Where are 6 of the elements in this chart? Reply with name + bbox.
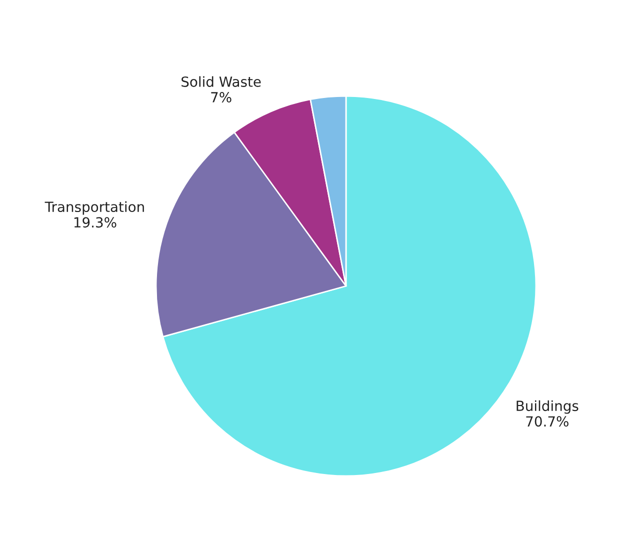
data-label: 70.7%: [526, 416, 568, 427]
data-label: 7%: [211, 92, 232, 103]
slice-label: Solid Waste: [182, 76, 261, 87]
slice-label: Buildings: [516, 400, 578, 414]
slice-label: Transportation: [44, 201, 144, 215]
data-label: 19.3%: [74, 217, 116, 228]
